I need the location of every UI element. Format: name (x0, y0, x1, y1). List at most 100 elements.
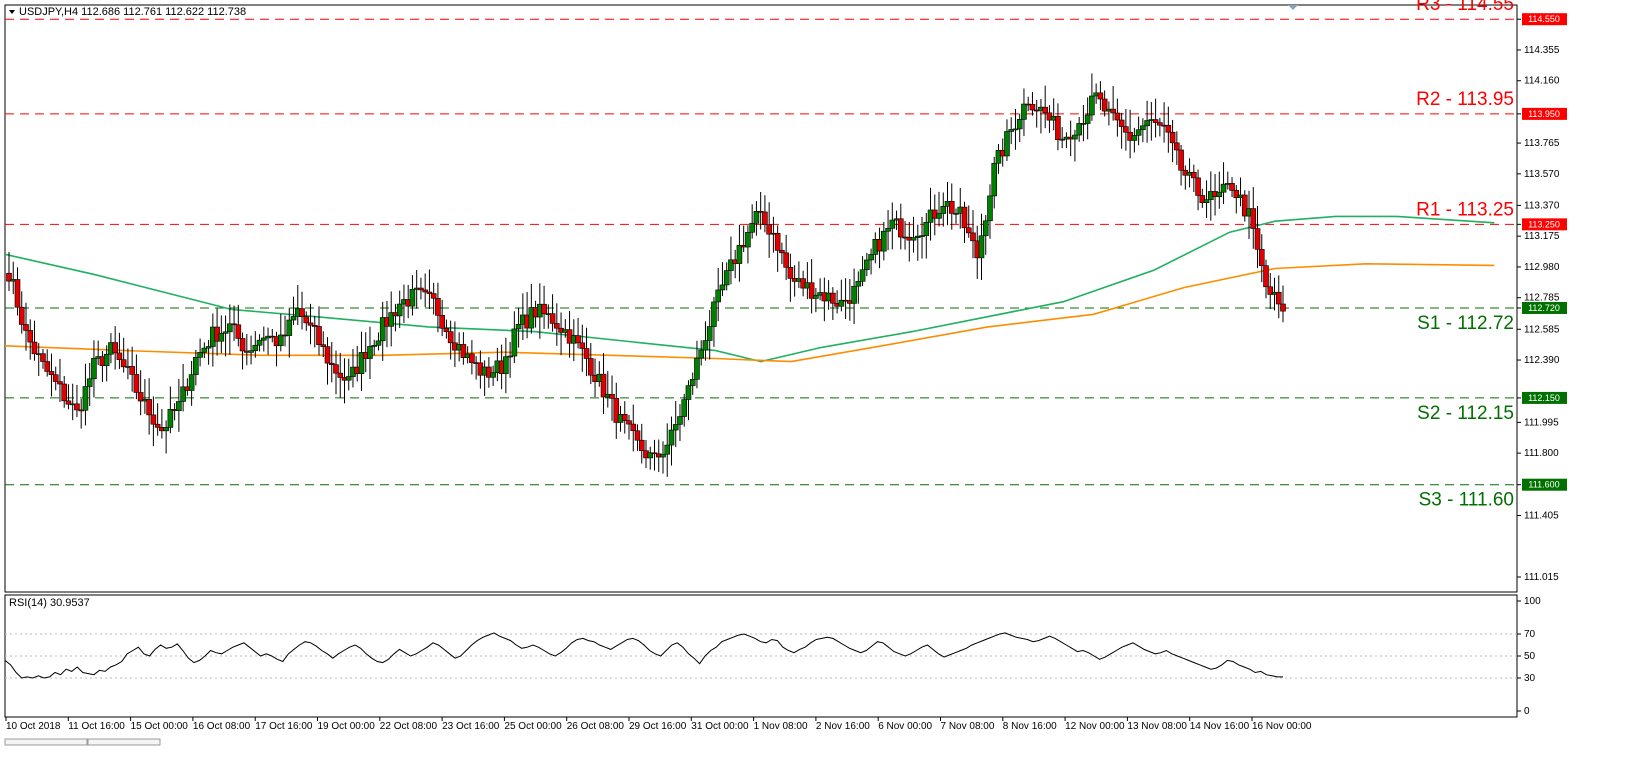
candle-bull (260, 337, 267, 341)
scroll-tab-2[interactable] (87, 738, 161, 746)
candle-bull (706, 326, 713, 341)
candle-bear (1055, 116, 1061, 140)
candle-bear (52, 374, 59, 382)
candle-bear (638, 439, 645, 452)
candle-bear (1042, 106, 1048, 114)
candle-bull (987, 195, 993, 222)
candle-bear (549, 313, 556, 324)
candle-bear (600, 373, 607, 398)
candle-bull (256, 339, 263, 346)
candle-bear (146, 399, 152, 416)
rsi-tick-label: 30 (1524, 673, 1536, 684)
candle-bear (44, 361, 51, 372)
candle-bear (307, 322, 314, 326)
price-tick-label: 112.785 (1524, 293, 1560, 304)
candle-bear (626, 420, 632, 425)
time-tick-label: 22 Oct 08:00 (380, 721, 438, 732)
candle-bull (193, 357, 199, 375)
candle-bear (1110, 108, 1116, 114)
candle-bear (469, 353, 475, 363)
candle-bull (201, 347, 208, 353)
candle-bear (154, 423, 161, 428)
candle-bull (1131, 135, 1138, 141)
candle-bull (375, 340, 382, 346)
candle-bull (1076, 123, 1082, 136)
candle-bear (150, 414, 157, 425)
level-price-tag-label: 112.720 (1528, 303, 1560, 313)
candle-bear (137, 392, 144, 402)
candle-bull (371, 344, 378, 347)
moving-average-green (4, 215, 1495, 363)
scroll-tab-1[interactable] (4, 738, 88, 746)
candle-bull (180, 386, 186, 402)
rsi-pane: RSI(14) 30.9537 100 70 50 30 0 (4, 594, 1541, 718)
candle-bull (982, 220, 989, 237)
candle-bear (65, 400, 72, 405)
candle-bull (507, 355, 513, 358)
candle-bull (1072, 134, 1078, 140)
candle-bear (328, 362, 335, 366)
time-tick-label: 2 Nov 16:00 (816, 721, 870, 732)
candle-bear (541, 303, 547, 315)
candle-bear (61, 383, 68, 402)
time-tick-label: 7 Nov 08:00 (941, 721, 995, 732)
candle-bear (587, 358, 594, 376)
candle-bear (447, 331, 454, 344)
dropdown-triangle-icon[interactable] (9, 10, 15, 14)
candle-bear (235, 324, 242, 339)
time-tick-label: 12 Nov 00:00 (1065, 721, 1125, 732)
candle-bull (914, 235, 921, 238)
rsi-label: RSI(14) 30.9537 (9, 597, 90, 609)
candle-bull (719, 284, 726, 291)
rsi-tick-label: 0 (1524, 706, 1530, 717)
candle-bull (919, 235, 925, 237)
candle-bull (689, 379, 696, 386)
candle-bull (286, 319, 293, 336)
chart-shift-marker-icon[interactable] (1288, 5, 1298, 10)
candle-bear (613, 398, 620, 423)
time-tick-label: 11 Oct 16:00 (68, 721, 125, 732)
candle-bull (1144, 120, 1150, 127)
level-price-tag-label: 111.600 (1528, 480, 1559, 490)
candle-bear (1165, 125, 1172, 133)
bottom-scroll-tabs (4, 738, 161, 746)
price-tick-label: 114.355 (1524, 45, 1560, 56)
main-pane: USDJPY,H4 112.686 112.761 112.622 112.73… (4, 0, 1567, 593)
candle-bear (1229, 183, 1235, 191)
candle-bull (1016, 119, 1023, 130)
candle-bear (1080, 123, 1087, 125)
candle-bull (885, 228, 891, 232)
level-label: S2 - 112.15 (1417, 403, 1514, 424)
price-tick-label: 112.585 (1524, 324, 1560, 335)
candle-bear (422, 289, 428, 293)
candle-bull (681, 399, 688, 417)
candle-bull (379, 317, 386, 342)
candle-bear (337, 372, 344, 378)
level-price-tag (1522, 391, 1567, 404)
candle-bull (188, 374, 195, 391)
price-tick-label: 113.765 (1524, 138, 1560, 149)
candle-bear (1169, 131, 1176, 144)
moving-average-orange (4, 262, 1495, 363)
candle-bull (694, 357, 700, 380)
candle-bear (430, 293, 437, 299)
candle-bear (439, 315, 445, 329)
candle-bull (227, 323, 233, 333)
time-tick-label: 19 Oct 00:00 (318, 721, 376, 732)
rsi-axis: 100 70 50 30 0 (1517, 596, 1541, 717)
candle-bull (855, 281, 862, 287)
candle-bull (868, 254, 874, 261)
candle-bear (1199, 195, 1206, 204)
candle-bear (630, 423, 637, 432)
candle-bull (252, 344, 259, 352)
candle-bull (838, 299, 845, 307)
level-price-tag-label: 113.950 (1528, 109, 1560, 119)
candle-bear (1029, 104, 1036, 111)
candle-bull (698, 349, 705, 359)
level-price-tag (1522, 13, 1567, 26)
time-tick-label: 29 Oct 16:00 (629, 721, 687, 732)
candle-bull (749, 222, 755, 233)
rsi-tick-label: 50 (1524, 651, 1536, 662)
rsi-tick-label: 100 (1524, 596, 1541, 607)
